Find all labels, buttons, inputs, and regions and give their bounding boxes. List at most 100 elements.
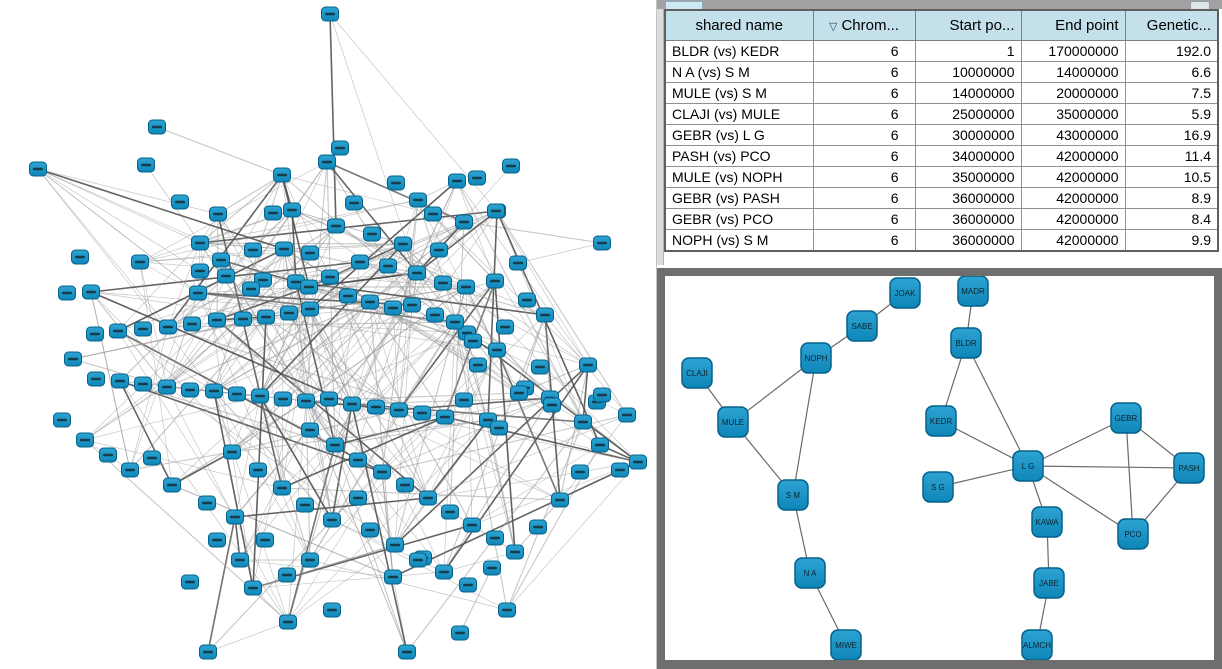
network-edge <box>517 242 603 264</box>
table-cell[interactable]: MULE (vs) S M <box>664 82 814 104</box>
table-cell[interactable]: 9.9 <box>1124 229 1219 252</box>
table-cell[interactable]: 25000000 <box>914 103 1022 125</box>
network-edge <box>459 567 493 634</box>
network-node-kawa[interactable] <box>1031 506 1063 538</box>
table-cell[interactable]: 6 <box>812 124 916 146</box>
table-cell[interactable]: 42000000 <box>1020 145 1126 167</box>
network-node-pco[interactable] <box>1117 518 1149 550</box>
network-node-label <box>291 280 301 284</box>
subnetwork-panel-frame: JOAK MADR SABE BLDR NOPH CLAJI KEDR GEBR MULE L G… <box>657 268 1222 669</box>
table-cell[interactable]: 16.9 <box>1124 124 1219 146</box>
network-edge <box>231 301 371 453</box>
table-cell[interactable]: 35000000 <box>914 166 1022 188</box>
table-cell[interactable]: 6 <box>812 166 916 188</box>
network-node-gebr[interactable] <box>1110 402 1142 434</box>
table-cell[interactable]: 20000000 <box>1020 82 1126 104</box>
table-cell[interactable]: PASH (vs) PCO <box>664 145 814 167</box>
main-network-canvas[interactable] <box>0 0 656 669</box>
network-node-s-g[interactable] <box>922 471 954 503</box>
table-cell[interactable]: MULE (vs) NOPH <box>664 166 814 188</box>
table-cell[interactable]: 30000000 <box>914 124 1022 146</box>
table-cell[interactable]: 34000000 <box>914 145 1022 167</box>
network-node-almch[interactable] <box>1021 629 1053 660</box>
column-header-genetic---[interactable]: Genetic... <box>1124 9 1219 41</box>
network-edge <box>351 403 408 653</box>
network-edge <box>394 304 413 546</box>
table-row[interactable]: N A (vs) S M 6 10000000 14000000 6.6 <box>664 61 1219 83</box>
table-cell[interactable]: 10000000 <box>914 61 1022 83</box>
table-cell[interactable]: 6 <box>812 229 916 252</box>
table-cell[interactable]: N A (vs) S M <box>664 61 814 83</box>
table-cell[interactable]: 10.5 <box>1124 166 1219 188</box>
table-cell[interactable]: 8.4 <box>1124 208 1219 230</box>
network-node-label <box>300 503 310 507</box>
table-cell[interactable]: 43000000 <box>1020 124 1126 146</box>
table-cell[interactable]: 7.5 <box>1124 82 1219 104</box>
column-header-shared-name[interactable]: shared name <box>664 9 814 41</box>
network-node-label <box>597 393 607 397</box>
network-node-miwe[interactable] <box>830 629 862 660</box>
table-cell[interactable]: NOPH (vs) S M <box>664 229 814 252</box>
table-cell[interactable]: 42000000 <box>1020 229 1126 252</box>
table-cell[interactable]: 6 <box>812 61 916 83</box>
network-node-joak[interactable] <box>889 277 921 309</box>
table-cell[interactable]: 14000000 <box>914 82 1022 104</box>
table-cell[interactable]: 1 <box>914 40 1022 62</box>
network-node-label <box>304 285 314 289</box>
table-cell[interactable]: BLDR (vs) KEDR <box>664 40 814 62</box>
network-node-jabe[interactable] <box>1033 567 1065 599</box>
table-cell[interactable]: 35000000 <box>1020 103 1126 125</box>
filter-icon[interactable]: ▽ <box>829 21 838 33</box>
column-header-end-point[interactable]: End point <box>1020 9 1126 41</box>
network-node-bldr[interactable] <box>950 327 982 359</box>
network-node-l-g[interactable] <box>1012 450 1044 482</box>
column-header-start-po---[interactable]: Start po... <box>914 9 1022 41</box>
network-node-noph[interactable] <box>800 342 832 374</box>
table-row[interactable]: GEBR (vs) PCO 6 36000000 42000000 8.4 <box>664 208 1219 230</box>
table-cell[interactable]: 6.6 <box>1124 61 1219 83</box>
table-row[interactable]: CLAJI (vs) MULE 6 25000000 35000000 5.9 <box>664 103 1219 125</box>
table-cell[interactable]: 6 <box>812 82 916 104</box>
table-cell[interactable]: 42000000 <box>1020 166 1126 188</box>
table-cell[interactable]: 5.9 <box>1124 103 1219 125</box>
table-cell[interactable]: 6 <box>812 40 916 62</box>
column-header-chrom---[interactable]: ▽ Chrom... <box>812 9 916 41</box>
network-node-pash[interactable] <box>1173 452 1205 484</box>
table-cell[interactable]: 36000000 <box>914 187 1022 209</box>
network-node-s-m[interactable] <box>777 479 809 511</box>
network-node-kedr[interactable] <box>925 405 957 437</box>
subnetwork-svg[interactable]: JOAK MADR SABE BLDR NOPH CLAJI KEDR GEBR MULE L G… <box>665 276 1214 660</box>
table-cell[interactable]: GEBR (vs) PASH <box>664 187 814 209</box>
table-row[interactable]: MULE (vs) S M 6 14000000 20000000 7.5 <box>664 82 1219 104</box>
network-edge <box>334 210 498 446</box>
table-cell[interactable]: 42000000 <box>1020 208 1126 230</box>
table-cell[interactable]: 36000000 <box>914 229 1022 252</box>
table-row[interactable]: MULE (vs) NOPH 6 35000000 42000000 10.5 <box>664 166 1219 188</box>
table-cell[interactable]: 170000000 <box>1020 40 1126 62</box>
table-cell[interactable]: 192.0 <box>1124 40 1219 62</box>
table-cell[interactable]: CLAJI (vs) MULE <box>664 103 814 125</box>
network-node-claji[interactable] <box>681 357 713 389</box>
table-cell[interactable]: GEBR (vs) L G <box>664 124 814 146</box>
table-row[interactable]: GEBR (vs) PASH 6 36000000 42000000 8.9 <box>664 187 1219 209</box>
network-node-label <box>248 586 258 590</box>
table-row[interactable]: BLDR (vs) KEDR 6 1 170000000 192.0 <box>664 40 1219 62</box>
table-row[interactable]: PASH (vs) PCO 6 34000000 42000000 11.4 <box>664 145 1219 167</box>
table-cell[interactable]: GEBR (vs) PCO <box>664 208 814 230</box>
network-node-madr[interactable] <box>957 276 989 307</box>
table-row[interactable]: NOPH (vs) S M 6 36000000 42000000 9.9 <box>664 229 1219 252</box>
table-cell[interactable]: 14000000 <box>1020 61 1126 83</box>
table-cell[interactable]: 6 <box>812 103 916 125</box>
network-node-sabe[interactable] <box>846 310 878 342</box>
table-row[interactable]: GEBR (vs) L G 6 30000000 43000000 16.9 <box>664 124 1219 146</box>
table-cell[interactable]: 6 <box>812 187 916 209</box>
network-node-mule[interactable] <box>717 406 749 438</box>
network-node-n-a[interactable] <box>794 557 826 589</box>
table-cell[interactable]: 42000000 <box>1020 187 1126 209</box>
table-cell[interactable]: 8.9 <box>1124 187 1219 209</box>
table-cell[interactable]: 6 <box>812 208 916 230</box>
network-node-label <box>365 528 375 532</box>
table-cell[interactable]: 36000000 <box>914 208 1022 230</box>
table-cell[interactable]: 11.4 <box>1124 145 1219 167</box>
table-cell[interactable]: 6 <box>812 145 916 167</box>
